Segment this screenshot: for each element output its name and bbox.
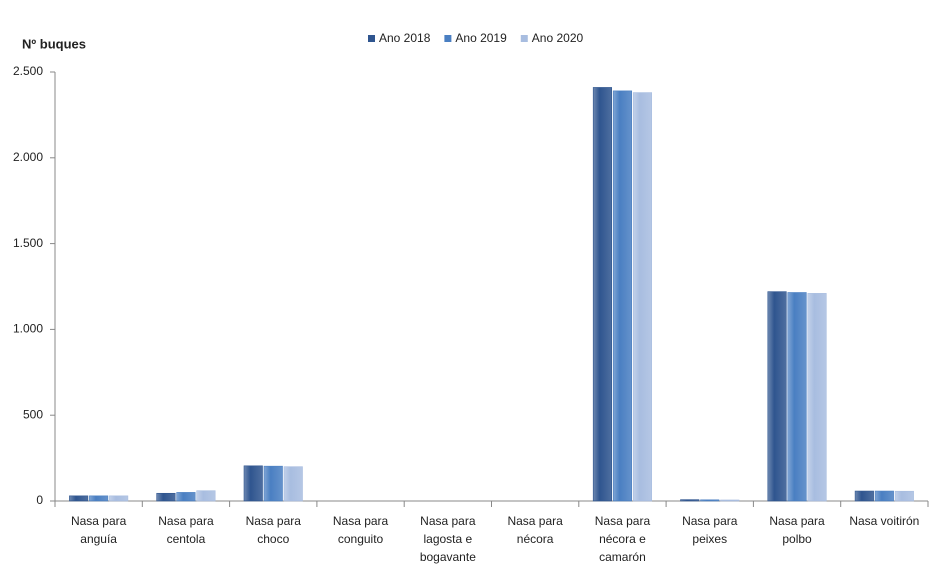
y-tick-label: 1.000	[13, 322, 43, 336]
x-tick-label: Nasa para lagosta e bogavante	[419, 514, 476, 564]
bar	[109, 495, 129, 502]
bar	[874, 490, 894, 502]
legend-swatch	[368, 35, 375, 42]
y-axis-label: Nº buques	[22, 36, 86, 51]
x-tick-label: Nasa para choco	[245, 514, 301, 546]
x-tick-label: Nasa para conguito	[332, 514, 389, 546]
x-tick-label: Nasa para nécora e camarón	[594, 514, 651, 564]
bar	[243, 465, 263, 502]
bar	[263, 465, 283, 502]
y-tick-label: 2.000	[13, 150, 43, 164]
bar	[592, 87, 613, 502]
x-tick-label: Nasa para anguía	[70, 514, 127, 546]
bar	[700, 499, 720, 502]
bar	[156, 492, 176, 502]
y-tick-label: 0	[36, 493, 43, 507]
bar	[894, 490, 914, 502]
bar	[767, 291, 787, 502]
bar	[632, 92, 653, 502]
y-tick-label: 500	[23, 407, 43, 421]
bar	[787, 292, 807, 502]
legend-swatch	[444, 35, 452, 42]
x-tick-label: Nasa para nécora	[507, 514, 563, 546]
x-tick-label: Nasa para polbo	[769, 514, 825, 546]
bar	[854, 490, 874, 502]
bar	[680, 499, 700, 502]
bar	[283, 466, 303, 502]
bar	[176, 492, 196, 502]
x-tick-label: Nasa voitirón	[849, 514, 920, 528]
bar	[196, 490, 216, 502]
legend-label: Ano 2020	[532, 31, 584, 45]
bar	[807, 293, 827, 502]
legend-label: Ano 2018	[379, 31, 431, 45]
bar	[612, 90, 633, 502]
y-tick-label: 2.500	[13, 64, 43, 78]
x-tick-label: Nasa para peixes	[682, 514, 738, 546]
x-tick-label: Nasa para centola	[158, 514, 214, 546]
legend-label: Ano 2019	[455, 31, 507, 45]
bar	[89, 495, 109, 502]
legend-swatch	[520, 35, 528, 42]
y-tick-label: 1.500	[13, 236, 43, 250]
bar	[69, 495, 89, 502]
bar	[720, 499, 740, 502]
